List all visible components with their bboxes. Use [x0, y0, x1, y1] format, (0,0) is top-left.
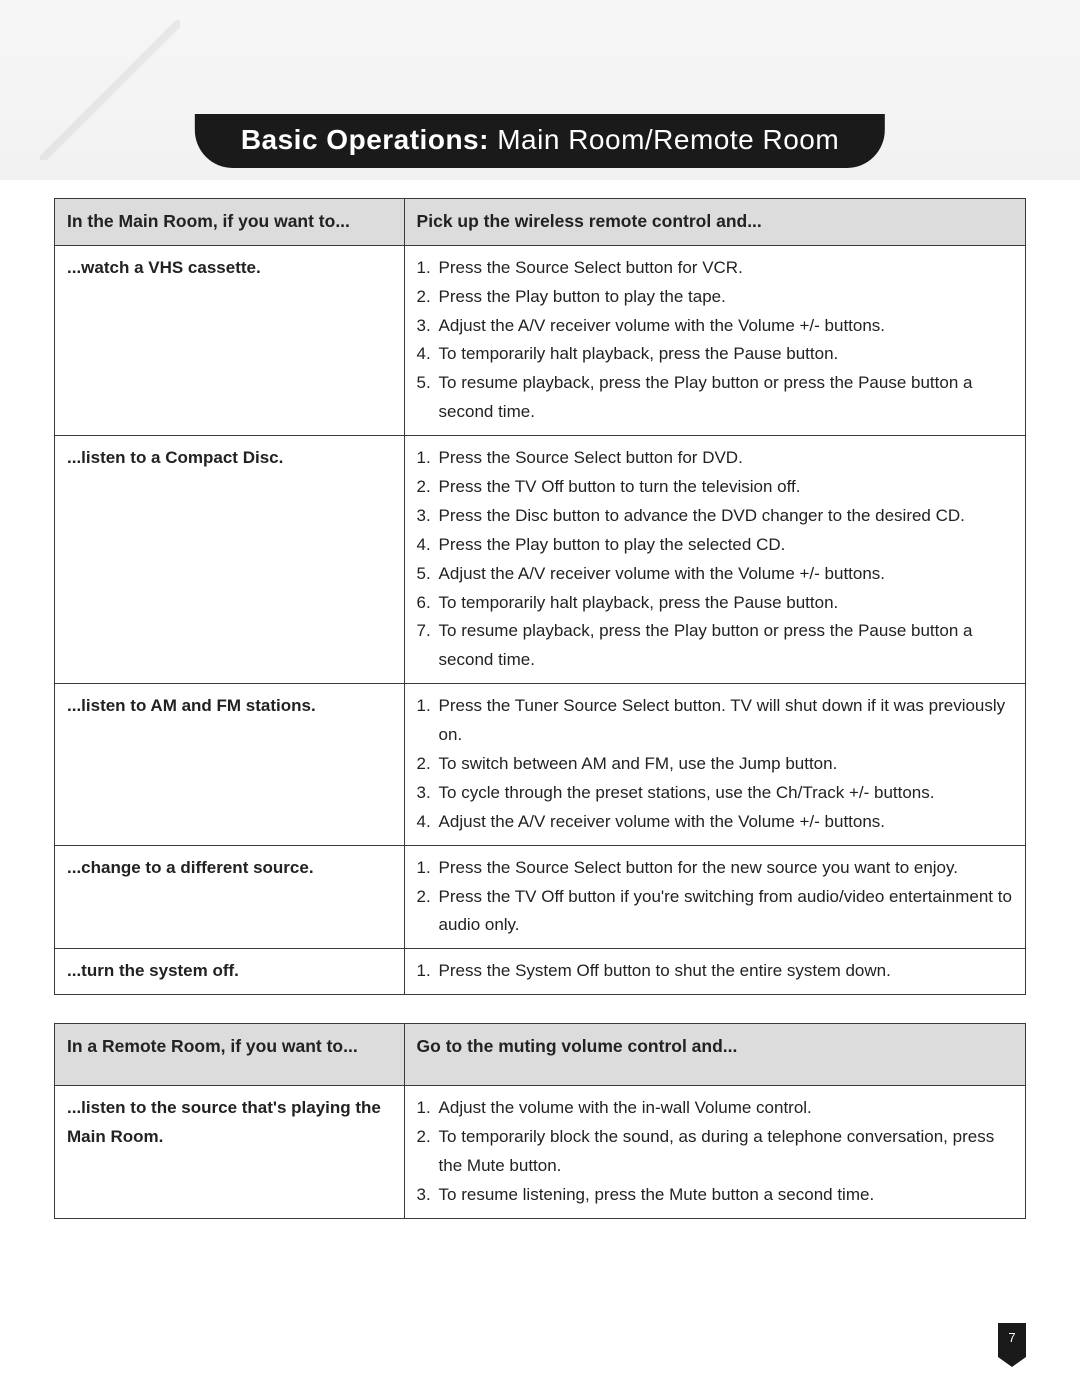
- table-row: ...turn the system off. Press the System …: [55, 949, 1026, 995]
- header-left: In a Remote Room, if you want to...: [55, 1024, 405, 1086]
- step-item: Press the Tuner Source Select button. TV…: [417, 692, 1013, 750]
- step-item: Press the Source Select button for the n…: [417, 854, 1013, 883]
- step-item: To temporarily halt playback, press the …: [417, 340, 1013, 369]
- task-cell: ...watch a VHS cassette.: [55, 245, 405, 435]
- page-number-tab: 7: [998, 1323, 1026, 1357]
- table-header-row: In the Main Room, if you want to... Pick…: [55, 199, 1026, 246]
- step-item: To resume playback, press the Play butto…: [417, 369, 1013, 427]
- step-item: Press the Play button to play the tape.: [417, 283, 1013, 312]
- step-item: Press the Source Select button for VCR.: [417, 254, 1013, 283]
- title-suffix: Main Room/Remote Room: [489, 124, 839, 155]
- step-item: Press the TV Off button if you're switch…: [417, 883, 1013, 941]
- step-item: Press the System Off button to shut the …: [417, 957, 1013, 986]
- step-item: Press the Source Select button for DVD.: [417, 444, 1013, 473]
- task-cell: ...listen to AM and FM stations.: [55, 684, 405, 845]
- remote-room-table: In a Remote Room, if you want to... Go t…: [54, 1023, 1026, 1219]
- table-header-row: In a Remote Room, if you want to... Go t…: [55, 1024, 1026, 1086]
- remote-room-body: ...listen to the source that's playing t…: [55, 1086, 1026, 1219]
- step-item: Press the TV Off button to turn the tele…: [417, 473, 1013, 502]
- step-list: Adjust the volume with the in-wall Volum…: [417, 1094, 1013, 1210]
- table-row: ...watch a VHS cassette.Press the Source…: [55, 245, 1026, 435]
- step-item: To resume playback, press the Play butto…: [417, 617, 1013, 675]
- step-item: To temporarily block the sound, as durin…: [417, 1123, 1013, 1181]
- steps-cell: Press the Source Select button for VCR.P…: [404, 245, 1025, 435]
- header-right: Pick up the wireless remote control and.…: [404, 199, 1025, 246]
- table-row: ...listen to AM and FM stations.Press th…: [55, 684, 1026, 845]
- step-item: Press the Disc button to advance the DVD…: [417, 502, 1013, 531]
- page-number: 7: [1008, 1330, 1015, 1345]
- step-item: Adjust the A/V receiver volume with the …: [417, 560, 1013, 589]
- header-left: In the Main Room, if you want to...: [55, 199, 405, 246]
- task-cell: ...turn the system off.: [55, 949, 405, 995]
- step-item: To cycle through the preset stations, us…: [417, 779, 1013, 808]
- step-item: Adjust the A/V receiver volume with the …: [417, 312, 1013, 341]
- task-cell: ...change to a different source.: [55, 845, 405, 949]
- step-list: Press the Source Select button for the n…: [417, 854, 1013, 941]
- step-item: Adjust the A/V receiver volume with the …: [417, 808, 1013, 837]
- table-row: ...change to a different source.Press th…: [55, 845, 1026, 949]
- main-room-table: In the Main Room, if you want to... Pick…: [54, 198, 1026, 995]
- header-right: Go to the muting volume control and...: [404, 1024, 1025, 1086]
- table-spacer: [54, 995, 1026, 1023]
- step-item: Press the Play button to play the select…: [417, 531, 1013, 560]
- steps-cell: Adjust the volume with the in-wall Volum…: [404, 1086, 1025, 1219]
- step-list: Press the Tuner Source Select button. TV…: [417, 692, 1013, 836]
- title-prefix: Basic Operations:: [241, 124, 489, 155]
- task-cell: ...listen to a Compact Disc.: [55, 436, 405, 684]
- step-item: To resume listening, press the Mute butt…: [417, 1181, 1013, 1210]
- steps-cell: Press the Tuner Source Select button. TV…: [404, 684, 1025, 845]
- page-title-bar: Basic Operations: Main Room/Remote Room: [195, 114, 885, 168]
- step-list: Press the Source Select button for VCR.P…: [417, 254, 1013, 427]
- steps-cell: Press the System Off button to shut the …: [404, 949, 1025, 995]
- steps-cell: Press the Source Select button for the n…: [404, 845, 1025, 949]
- step-item: Adjust the volume with the in-wall Volum…: [417, 1094, 1013, 1123]
- page-content: In the Main Room, if you want to... Pick…: [54, 198, 1026, 1219]
- step-item: To temporarily halt playback, press the …: [417, 589, 1013, 618]
- step-list: Press the Source Select button for DVD.P…: [417, 444, 1013, 675]
- steps-cell: Press the Source Select button for DVD.P…: [404, 436, 1025, 684]
- task-cell: ...listen to the source that's playing t…: [55, 1086, 405, 1219]
- main-room-body: ...watch a VHS cassette.Press the Source…: [55, 245, 1026, 994]
- table-row: ...listen to the source that's playing t…: [55, 1086, 1026, 1219]
- step-list: Press the System Off button to shut the …: [417, 957, 1013, 986]
- table-row: ...listen to a Compact Disc.Press the So…: [55, 436, 1026, 684]
- step-item: To switch between AM and FM, use the Jum…: [417, 750, 1013, 779]
